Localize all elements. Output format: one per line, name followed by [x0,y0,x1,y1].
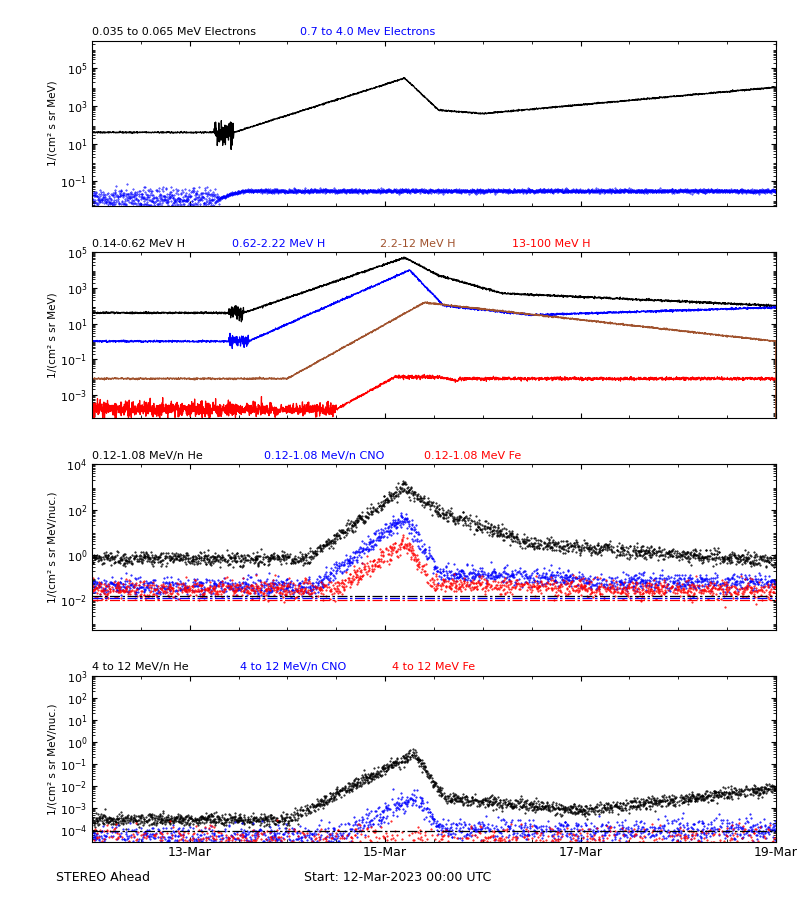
Text: STEREO Ahead: STEREO Ahead [56,871,150,884]
Text: 0.62-2.22 MeV H: 0.62-2.22 MeV H [232,238,326,248]
Text: 0.12-1.08 MeV/n He: 0.12-1.08 MeV/n He [92,451,202,461]
Text: 0.12-1.08 MeV Fe: 0.12-1.08 MeV Fe [424,451,522,461]
Text: 2.2-12 MeV H: 2.2-12 MeV H [380,238,455,248]
Text: 0.7 to 4.0 Mev Electrons: 0.7 to 4.0 Mev Electrons [300,27,435,37]
Y-axis label: 1/(cm² s sr MeV): 1/(cm² s sr MeV) [47,292,58,378]
Text: 4 to 12 MeV/n CNO: 4 to 12 MeV/n CNO [240,662,346,672]
Text: Start: 12-Mar-2023 00:00 UTC: Start: 12-Mar-2023 00:00 UTC [304,871,491,884]
Y-axis label: 1/(cm² s sr MeV): 1/(cm² s sr MeV) [47,80,58,166]
Text: 0.12-1.08 MeV/n CNO: 0.12-1.08 MeV/n CNO [264,451,384,461]
Y-axis label: 1/(cm² s sr MeV/nuc.): 1/(cm² s sr MeV/nuc.) [47,491,58,603]
Text: 0.14-0.62 MeV H: 0.14-0.62 MeV H [92,238,185,248]
Text: 4 to 12 MeV Fe: 4 to 12 MeV Fe [392,662,475,672]
Y-axis label: 1/(cm² s sr MeV/nuc.): 1/(cm² s sr MeV/nuc.) [47,703,57,814]
Text: 13-100 MeV H: 13-100 MeV H [512,238,590,248]
Text: 4 to 12 MeV/n He: 4 to 12 MeV/n He [92,662,189,672]
Text: 0.035 to 0.065 MeV Electrons: 0.035 to 0.065 MeV Electrons [92,27,256,37]
